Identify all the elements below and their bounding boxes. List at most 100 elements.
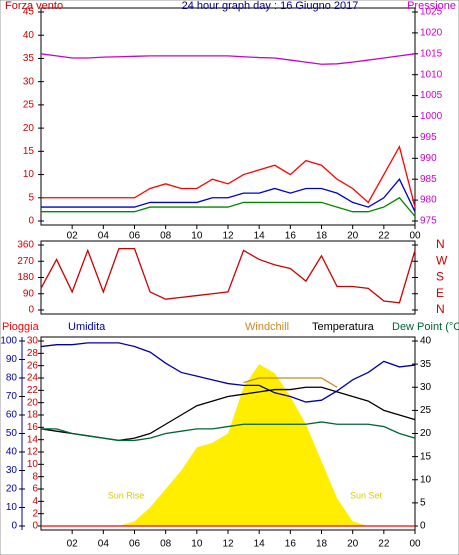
x-tick-label: 18	[316, 231, 328, 242]
y2-tick-label: 1005	[420, 90, 443, 101]
plot-area	[40, 240, 416, 315]
y-tick-label: 180	[17, 272, 34, 283]
x-tick-label: 12	[222, 539, 234, 550]
x-tick-label: 16	[285, 539, 297, 550]
x-tick-label: 02	[67, 231, 79, 242]
x-tick-label: 04	[98, 231, 110, 242]
x-tick-label: 02	[67, 539, 79, 550]
x-tick-label: 04	[98, 539, 110, 550]
y-axis-label: Forza vento	[5, 0, 63, 12]
x-tick-label: 06	[129, 231, 141, 242]
x-tick-label: 12	[222, 231, 234, 242]
y2-tick-label: 980	[420, 195, 437, 206]
y2-tick-label: 985	[420, 174, 437, 185]
x-tick-label: 22	[378, 231, 390, 242]
y2-tick-label: 20	[420, 428, 432, 439]
legend-entry: Pioggia	[2, 321, 40, 333]
y2-tick-label: N	[436, 302, 445, 316]
y-tick-label: 12	[27, 447, 39, 458]
x-tick-label: 10	[191, 231, 203, 242]
y-tick-label: 30	[27, 336, 39, 347]
x-tick-label: 06	[129, 539, 141, 550]
y-tick-label: 6	[32, 484, 38, 495]
y2-tick-label: 15	[420, 451, 432, 462]
y-tick-label: 0	[32, 521, 38, 532]
area	[41, 364, 415, 526]
legend-entry: Umidita	[68, 321, 106, 333]
y-tick-label: 20	[23, 123, 35, 134]
line	[40, 53, 416, 65]
y-tick-label: 15	[23, 146, 35, 157]
y-tick-label: 26	[27, 360, 39, 371]
y-tick-label: 22	[27, 385, 39, 396]
chart-title: 24 hour graph day : 16 Giugno 2017	[182, 0, 359, 12]
y2-tick-label: 5	[420, 498, 426, 509]
legend-entry: Windchill	[245, 321, 289, 333]
y2-tick-label: 10	[420, 474, 432, 485]
legend-entry: Temperatura	[312, 321, 375, 333]
y2-tick-label: S	[436, 270, 444, 284]
y3-tick-label: 100	[0, 336, 17, 347]
y2-tick-label: 1010	[420, 69, 443, 80]
line	[41, 421, 416, 442]
legend-entry: Pressione	[407, 0, 456, 12]
y2-tick-label: 0	[420, 521, 426, 532]
y-tick-label: 16	[27, 422, 39, 433]
x-tick-label: 08	[160, 539, 172, 550]
y-tick-label: 45	[23, 7, 35, 18]
x-tick-label: 22	[378, 539, 390, 550]
x-tick-label: 14	[254, 231, 266, 242]
y2-tick-label: 1000	[420, 111, 443, 122]
y-tick-label: 10	[27, 459, 39, 470]
x-tick-label: 20	[347, 231, 359, 242]
y3-tick-label: 40	[6, 447, 18, 458]
y3-tick-label: 0	[11, 521, 17, 532]
y3-tick-label: 60	[6, 410, 18, 421]
y-tick-label: 10	[23, 169, 35, 180]
y2-tick-label: 1020	[420, 28, 443, 39]
y2-tick-label: 975	[420, 216, 437, 227]
y-tick-label: 90	[23, 288, 35, 299]
y-tick-label: 4	[32, 496, 38, 507]
legend-entry: Dew Point (°C	[392, 321, 459, 333]
line	[41, 144, 416, 208]
x-tick-label: 08	[160, 231, 172, 242]
y2-tick-label: N	[436, 237, 445, 251]
y-tick-label: 25	[23, 100, 35, 111]
x-tick-label: 18	[316, 539, 328, 550]
y3-tick-label: 80	[6, 373, 18, 384]
line	[40, 342, 416, 403]
line	[41, 196, 416, 217]
y3-tick-label: 90	[6, 354, 18, 365]
y-tick-label: 0	[28, 216, 34, 227]
y-tick-label: 20	[27, 397, 39, 408]
y2-tick-label: 25	[420, 405, 432, 416]
x-tick-label: 14	[254, 539, 266, 550]
y-tick-label: 18	[27, 410, 39, 421]
line	[243, 377, 338, 388]
x-tick-label: 20	[347, 539, 359, 550]
line	[40, 247, 416, 304]
y2-tick-label: 990	[420, 153, 437, 164]
y2-tick-label: 1015	[420, 48, 443, 59]
x-tick-label: 00	[409, 231, 421, 242]
y3-tick-label: 70	[6, 391, 18, 402]
y2-tick-label: E	[436, 286, 444, 300]
y-tick-label: 2	[32, 508, 38, 519]
y-tick-label: 5	[28, 192, 34, 203]
y3-tick-label: 20	[6, 484, 18, 495]
x-tick-label: 16	[285, 231, 297, 242]
y2-tick-label: 40	[420, 336, 432, 347]
y2-tick-label: 35	[420, 359, 432, 370]
y-tick-label: 14	[27, 434, 39, 445]
y-tick-label: 30	[23, 76, 35, 87]
y2-tick-label: 1025	[420, 7, 443, 18]
x-tick-label: 00	[409, 539, 421, 550]
y2-tick-label: 30	[420, 382, 432, 393]
y-tick-label: 28	[27, 348, 39, 359]
y-tick-label: 24	[27, 373, 39, 384]
y-tick-label: 270	[17, 256, 34, 267]
y2-tick-label: W	[436, 253, 448, 267]
plot-area	[40, 7, 416, 226]
